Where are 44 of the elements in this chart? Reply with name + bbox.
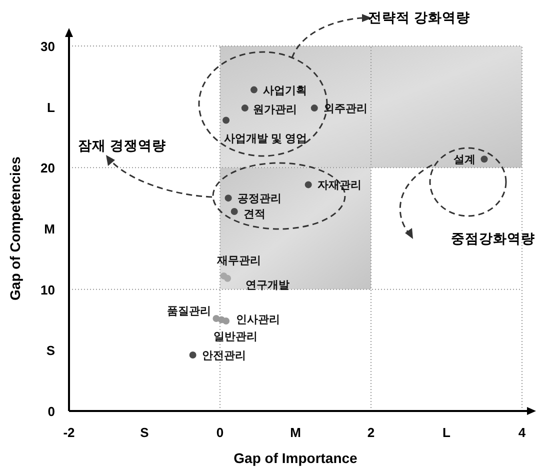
point	[250, 86, 258, 94]
x-axis-title: Gap of Importance	[234, 450, 358, 466]
x-tick-label: 4	[518, 425, 526, 440]
annotation: 외주관리	[323, 103, 368, 116]
annotation: 견적	[243, 208, 266, 220]
point	[310, 104, 318, 112]
y-tick-label: 0	[48, 404, 55, 419]
y-tick-label: S	[46, 343, 56, 358]
text: 전략적 강화역량	[368, 10, 470, 25]
y-tick-label: 30	[40, 39, 55, 54]
x-tick-label: L	[442, 425, 451, 440]
y-tick-label: 20	[40, 160, 55, 176]
y-tick-label: M	[44, 222, 55, 236]
annotation: 중점강화역량	[451, 231, 535, 246]
annotation: 인사관리	[236, 314, 280, 326]
point	[230, 208, 238, 215]
point	[224, 274, 232, 282]
annotation: 재무관리	[216, 254, 261, 267]
annotation: 설계	[452, 154, 476, 166]
y-axis-title: Gap of Competencies	[7, 156, 23, 300]
x-tick-label: 2	[367, 425, 375, 440]
point	[224, 194, 232, 202]
point	[480, 156, 488, 163]
annotation: 품질관리	[167, 306, 212, 318]
annotation: 잠재 경쟁역량	[78, 138, 166, 153]
x-tick-label: S	[140, 425, 150, 440]
annotation: 연구개발	[246, 279, 290, 292]
point	[218, 316, 226, 324]
y-tick-label: L	[47, 100, 56, 115]
x-tick-label: M	[290, 425, 301, 440]
annotation: 원가관리	[252, 104, 297, 116]
x-tick-label: 0	[216, 425, 224, 440]
point	[222, 116, 230, 124]
annotation: 안전관리	[202, 350, 246, 362]
annotation: 사업기획	[262, 84, 307, 97]
y-tick-label: 10	[40, 282, 55, 298]
point	[304, 181, 312, 188]
annotation: 자재관리	[317, 180, 362, 192]
annotation: 사업개발 및 영업	[224, 133, 308, 146]
annotation: 일반관리	[214, 330, 258, 343]
x-tick-label: -2	[63, 425, 75, 440]
point	[189, 352, 196, 359]
point	[241, 104, 248, 112]
annotation: 공정관리	[237, 193, 282, 206]
